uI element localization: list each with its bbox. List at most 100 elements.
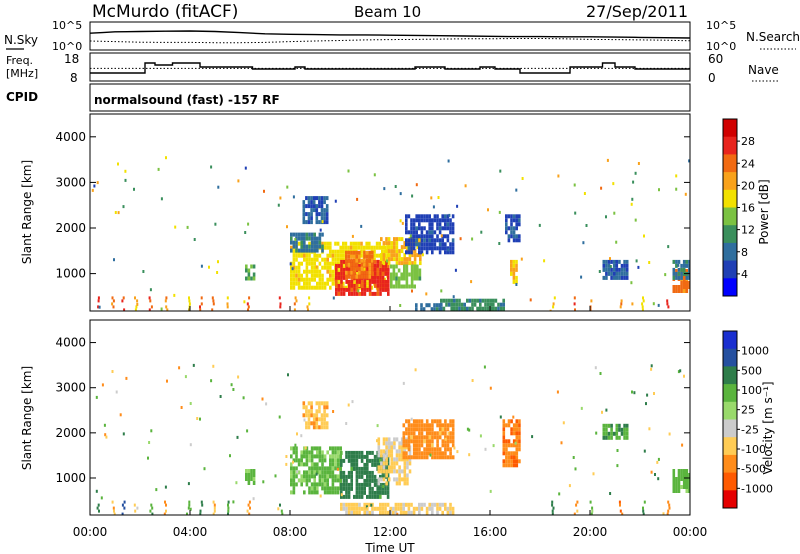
noise-series-solid bbox=[89, 30, 691, 39]
velocity-region-2 bbox=[377, 437, 412, 486]
velocity-spike-16 bbox=[642, 500, 646, 515]
velocity-region-4 bbox=[302, 401, 329, 430]
power-region-9 bbox=[510, 259, 518, 284]
freq-right-tick-bottom: 0 bbox=[708, 71, 716, 85]
cpid-label: CPID bbox=[6, 90, 38, 104]
velocity-spike-2 bbox=[121, 500, 126, 515]
power-spike-2 bbox=[121, 296, 126, 311]
power-speckles bbox=[91, 156, 690, 311]
power-region-12 bbox=[440, 298, 505, 311]
velocity-colorbar-swatch-8 bbox=[723, 472, 737, 491]
velocity-spike-5 bbox=[163, 500, 167, 515]
power-colorbar-swatch-3 bbox=[723, 172, 737, 191]
velocity-spike-15 bbox=[618, 500, 624, 515]
velocity-spike-7 bbox=[199, 500, 204, 515]
velocity-colorbar-swatch-3 bbox=[723, 384, 737, 403]
noise-panel: N.Sky 10^5 10^0 10^5 10^0 N.Search bbox=[4, 19, 800, 53]
freq-left-tick-bottom: 8 bbox=[70, 71, 78, 85]
noise-right-label: N.Search bbox=[746, 30, 800, 44]
velocity-spike-0 bbox=[96, 503, 100, 513]
velocity-spike-3 bbox=[133, 503, 139, 513]
x-axis-label: Time UT bbox=[364, 541, 415, 554]
velocity-ylabel: Slant Range [km] bbox=[20, 366, 34, 470]
velocity-ytick-2: 3000 bbox=[55, 381, 86, 395]
power-colorbar-swatch-4 bbox=[723, 189, 737, 208]
velocity-colorbar-swatch-4 bbox=[723, 401, 737, 420]
noise-series-dotted bbox=[89, 38, 691, 44]
power-ytick-2: 3000 bbox=[55, 175, 86, 189]
power-spike-7 bbox=[199, 296, 203, 311]
power-colorbar-tick-1: 24 bbox=[741, 157, 755, 170]
velocity-colorbar-swatch-0 bbox=[723, 331, 737, 350]
power-colorbar-tick-0: 28 bbox=[741, 135, 755, 148]
power-region-14 bbox=[602, 259, 629, 280]
power-ytick-3: 4000 bbox=[55, 130, 86, 144]
velocity-region-7 bbox=[340, 502, 455, 515]
power-region-15 bbox=[245, 264, 256, 281]
freq-left-tick-top: 18 bbox=[64, 52, 79, 66]
velocity-region-5 bbox=[502, 419, 521, 468]
power-colorbar-swatch-5 bbox=[723, 207, 737, 226]
velocity-colorbar-tick-2: 100 bbox=[741, 384, 762, 397]
power-colorbar-tick-6: 4 bbox=[741, 268, 748, 281]
date-title: 27/Sep/2011 bbox=[586, 2, 688, 21]
noise-right-tick-bottom: 10^0 bbox=[706, 40, 736, 53]
velocity-speckles bbox=[95, 363, 687, 515]
velocity-colorbar-swatch-7 bbox=[723, 454, 737, 474]
velocity-region-1 bbox=[340, 450, 390, 499]
power-spike-8 bbox=[211, 296, 215, 311]
beam-title: Beam 10 bbox=[354, 3, 421, 21]
power-colorbar-swatch-2 bbox=[723, 154, 737, 173]
x-tick-6: 00:00 bbox=[673, 525, 708, 539]
x-tick-5: 20:00 bbox=[573, 525, 608, 539]
velocity-spike-6 bbox=[186, 500, 191, 515]
power-region-13 bbox=[415, 303, 441, 311]
power-colorbar-tick-3: 16 bbox=[741, 202, 755, 215]
velocity-colorbar-swatch-2 bbox=[723, 366, 737, 385]
velocity-panel: 1000 2000 3000 4000 Slant Range [km] 1000 50… bbox=[20, 306, 775, 554]
freq-left-label: Freq. bbox=[6, 54, 33, 67]
power-colorbar-tick-5: 8 bbox=[741, 246, 748, 259]
velocity-spike-11 bbox=[279, 503, 284, 515]
freq-right-tick-top: 60 bbox=[708, 52, 723, 66]
velocity-ytick-3: 4000 bbox=[55, 336, 86, 350]
velocity-colorbar-tick-5: -100 bbox=[741, 443, 766, 456]
velocity-colorbar-tick-4: -25 bbox=[741, 423, 759, 436]
power-colorbar-tick-2: 20 bbox=[741, 179, 755, 192]
power-spike-14 bbox=[552, 296, 556, 309]
power-spike-15 bbox=[573, 296, 576, 311]
velocity-region-9 bbox=[245, 469, 256, 485]
power-spike-1 bbox=[111, 296, 115, 309]
power-colorbar-swatch-1 bbox=[723, 136, 737, 155]
power-colorbar-swatch-8 bbox=[723, 260, 737, 279]
x-tick-4: 16:00 bbox=[473, 525, 508, 539]
velocity-colorbar-label: Velocity [m s⁻¹] bbox=[761, 381, 775, 474]
power-ytick-1: 2000 bbox=[55, 221, 86, 235]
power-spike-10 bbox=[246, 296, 251, 311]
noise-right-tick-top: 10^5 bbox=[706, 19, 736, 32]
velocity-spike-9 bbox=[227, 500, 230, 515]
power-spike-17 bbox=[619, 299, 623, 309]
velocity-colorbar-tick-1: 500 bbox=[741, 364, 762, 377]
power-colorbar-swatch-6 bbox=[723, 225, 737, 244]
x-tick-1: 04:00 bbox=[173, 525, 208, 539]
freq-left-unit: [MHz] bbox=[6, 67, 38, 80]
velocity-spike-14 bbox=[589, 500, 594, 515]
velocity-colorbar-tick-0: 1000 bbox=[741, 345, 769, 358]
freq-series-solid bbox=[90, 62, 690, 74]
x-tick-0: 00:00 bbox=[73, 525, 108, 539]
power-region-4 bbox=[390, 264, 422, 289]
power-panel: 1000 2000 3000 4000 Slant Range [km] 28 24 20… bbox=[20, 113, 771, 312]
noise-left-label: N.Sky bbox=[4, 33, 38, 47]
power-spike-18 bbox=[641, 296, 645, 311]
power-region-7 bbox=[290, 232, 324, 253]
power-spike-13 bbox=[306, 296, 311, 311]
velocity-colorbar-swatch-5 bbox=[723, 419, 737, 438]
velocity-region-3 bbox=[402, 419, 455, 460]
power-colorbar-label: Power [dB] bbox=[757, 179, 771, 244]
station-title: McMurdo (fitACF) bbox=[92, 2, 238, 22]
power-spike-9 bbox=[226, 296, 229, 309]
power-colorbar-swatch-9 bbox=[723, 278, 737, 297]
velocity-colorbar-tick-7: -1000 bbox=[741, 482, 773, 495]
